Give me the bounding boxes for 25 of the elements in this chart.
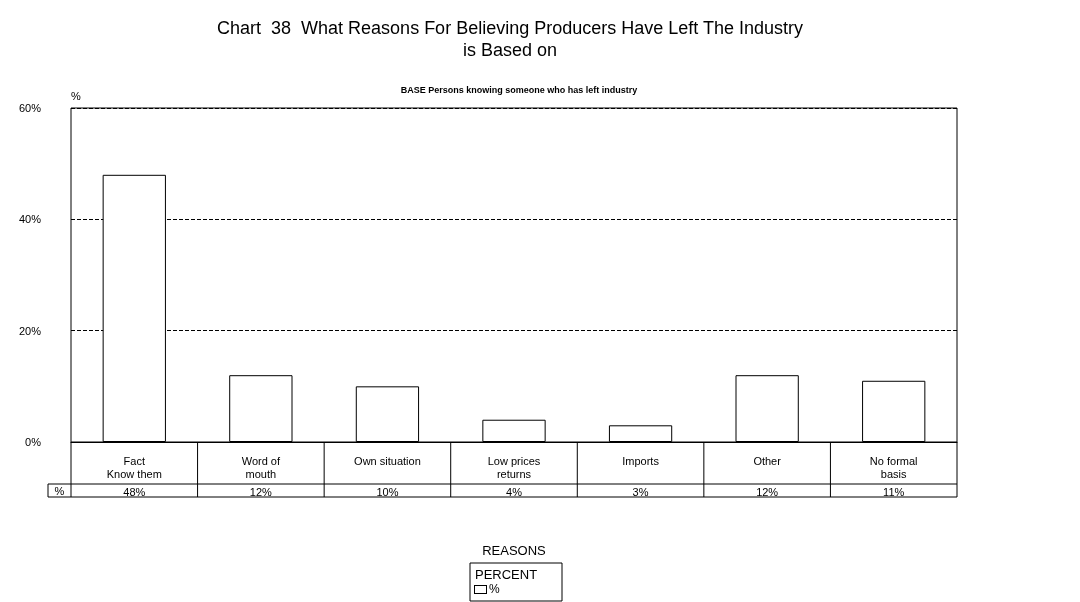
x-tick-label: Low prices returns [487,454,541,480]
data-label: 3% [632,485,649,498]
x-tick-label: Other [753,454,782,467]
chart-title: Chart 38 What Reasons For Believing Producers Have Left The Industry is Based on [217,18,803,60]
y-axis-title: % [71,90,82,102]
x-tick-label: Own situation [354,454,421,467]
x-tick-label: Word of mouth [241,454,281,480]
x-tick-label: Imports [622,454,660,467]
chart-subtitle: BASE Persons knowing someone who has left industry [400,84,638,95]
data-label: 12% [756,485,779,498]
text: % [489,582,500,596]
data-label: 10% [376,485,399,498]
x-tick-label: No formal basis [869,454,918,480]
y-tick-label: 0% [25,436,42,448]
data-label: 4% [506,485,523,498]
y-tick-label: 20% [18,324,42,337]
data-label: 48% [123,485,146,498]
data-label: 11% [883,485,905,498]
legend-label: % [54,484,65,497]
y-tick-label: 60% [18,102,42,114]
x-tick-label: Fact Know them [106,454,162,480]
data-label: 12% [249,485,273,498]
y-tick-label: 40% [18,213,42,226]
x-axis-title: REASONS [482,542,547,558]
legend-title: PERCENT [475,566,538,582]
